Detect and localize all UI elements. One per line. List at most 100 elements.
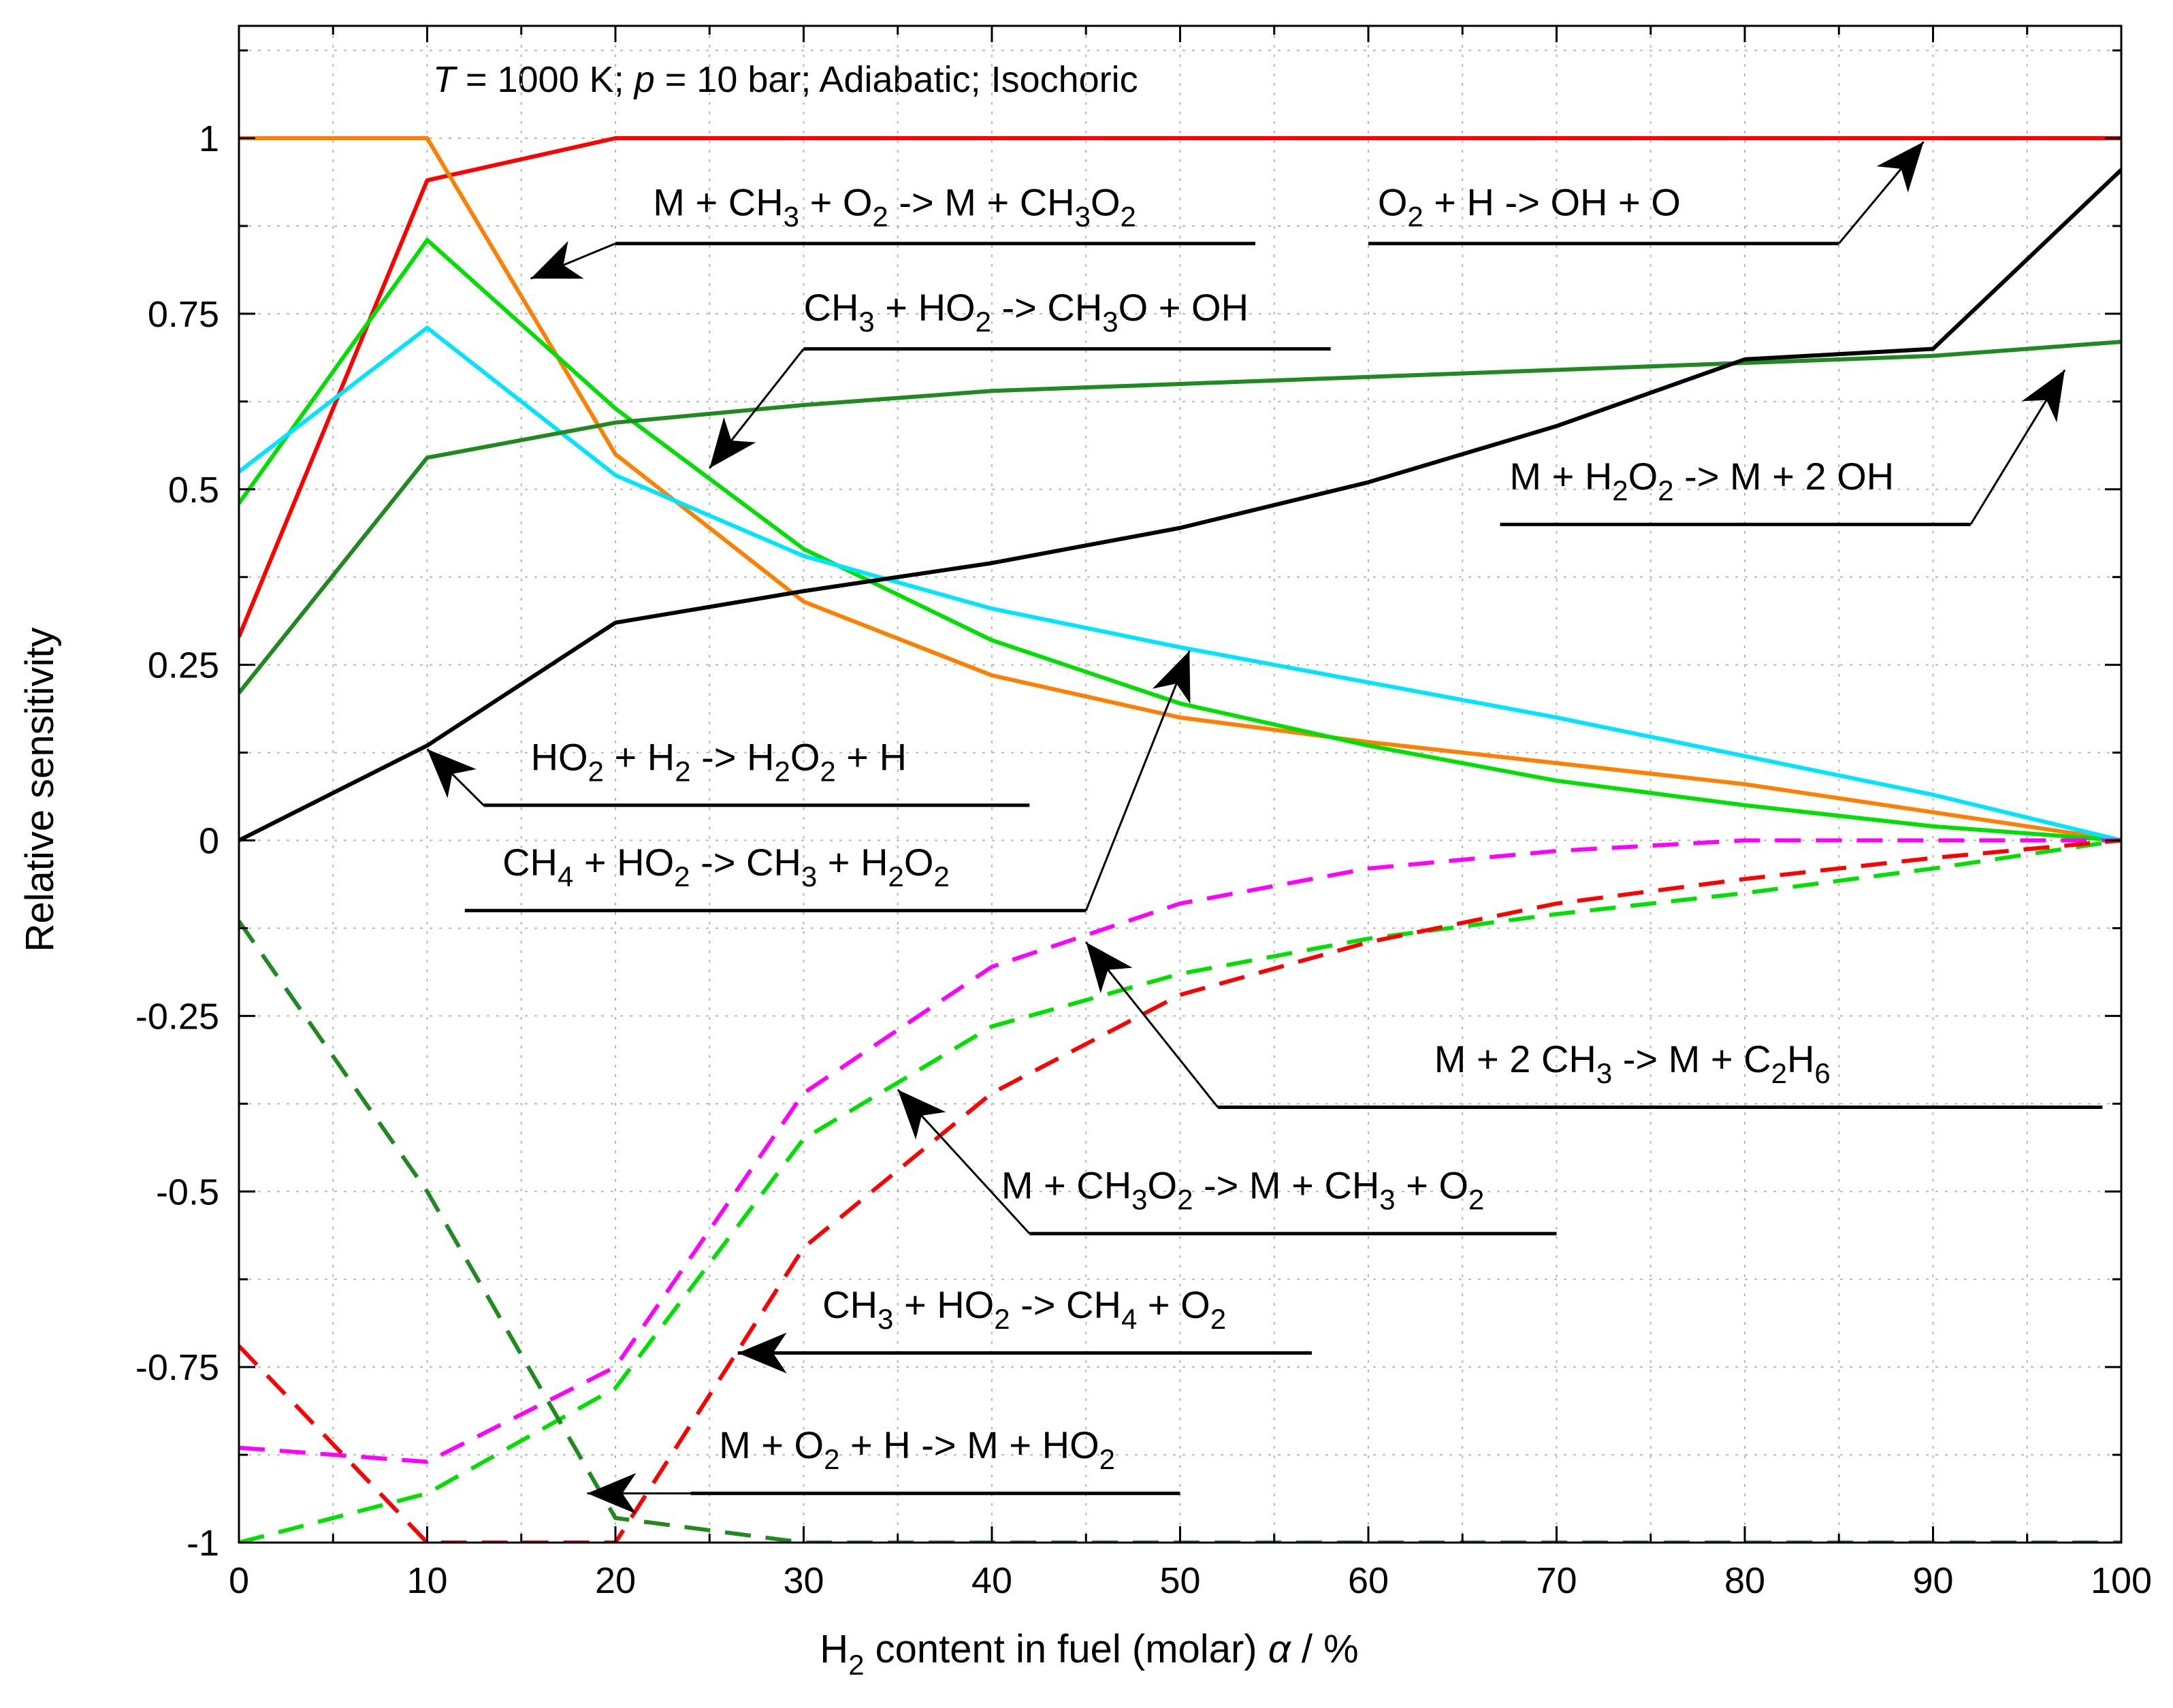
annotation-subscript: 4: [558, 860, 573, 892]
annotation-text: + HO: [875, 286, 976, 329]
annotation-text: O + OH: [1118, 286, 1249, 329]
annotation-text: -> CH: [1010, 1283, 1121, 1326]
annotation-text: M + H: [1509, 455, 1612, 498]
series-line-ch3-ho2-ch3o-oh: [239, 238, 2121, 843]
annotation-text: -> M + 2 OH: [1674, 455, 1895, 498]
annotation-text: O: [1378, 180, 1408, 223]
annotation-subscript: 2: [1658, 474, 1673, 506]
anno-m-ch3-o2: M + CH3 + O2 -> M + CH3O2: [530, 180, 1256, 280]
x-tick-label: 80: [1724, 1560, 1765, 1601]
annotation-text: -> M + C: [1612, 1037, 1771, 1080]
annotation-text: + HO: [573, 841, 674, 884]
annotation-text: O: [790, 735, 820, 778]
anno-ho2-h2: HO2 + H2 -> H2O2 + H: [426, 735, 1030, 807]
x-axis-title: H2 content in fuel (molar) α / %: [820, 1627, 1358, 1681]
arrow-head: [737, 1332, 787, 1374]
arrow-shaft: [1084, 650, 1191, 912]
annotation-subscript: 2: [976, 306, 991, 338]
annotation-text: -> CH: [690, 841, 801, 884]
annotation-text: -> H: [691, 735, 775, 778]
y-tick-label: -0.25: [135, 996, 219, 1037]
annotation-subscript: 2: [675, 755, 690, 787]
annotation-text: + H: [817, 841, 888, 884]
y-tick-label: -0.75: [135, 1347, 219, 1388]
annotation-label: M + O2 + H -> M + HO2: [719, 1423, 1115, 1475]
annotations: M + CH3 + O2 -> M + CH3O2 O2 + H -> OH + …: [426, 141, 2103, 1514]
series-line-ho2-h2-h2o2-h: [239, 168, 2121, 843]
annotation-subscript: 3: [1596, 1057, 1612, 1089]
annotation-text: O: [1148, 1164, 1178, 1207]
arrow-head: [897, 1089, 946, 1140]
arrow-head: [2022, 370, 2065, 423]
annotation-subscript: 3: [878, 1303, 893, 1335]
x-tick-label: 20: [595, 1560, 636, 1601]
annotation-subscript: 3: [801, 860, 817, 892]
annotation-text: + O: [799, 180, 872, 223]
y-tick-label: 0.75: [148, 294, 219, 335]
annotation-subscript: 2: [888, 860, 904, 892]
x-title-post: / %: [1291, 1627, 1359, 1671]
series-line-ch4-ho2-ch3-h2o2: [239, 325, 2121, 843]
y-tick-label: 0: [199, 821, 219, 862]
annotation-text: + HO: [893, 1283, 994, 1326]
arrow-head: [1876, 142, 1924, 193]
annotation-label: M + CH3 + O2 -> M + CH3O2: [653, 180, 1136, 232]
series-line-m-h2o2-m-2-oh: [239, 340, 2121, 694]
condition-label: T = 1000 K; p = 10 bar; Adiabatic; Isoch…: [433, 59, 1138, 100]
anno-m-o2-h: M + O2 + H -> M + HO2: [587, 1423, 1180, 1514]
series-group: [239, 136, 2121, 1543]
annotation-subscript: 3: [784, 200, 799, 232]
annotation-subscript: 2: [774, 755, 790, 787]
annotation-text: O: [904, 841, 934, 884]
anno-ch3-ho2-ch3o: CH3 + HO2 -> CH3O + OH: [709, 286, 1331, 469]
annotation-subscript: 3: [1131, 1184, 1147, 1216]
annotation-subscript: 3: [1102, 306, 1118, 338]
anno-m-ch3o2: M + CH3O2 -> M + CH3 + O2: [897, 1089, 1557, 1236]
anno-o2-h: O2 + H -> OH + O: [1368, 141, 1925, 246]
annotation-subscript: 2: [994, 1303, 1010, 1335]
arrow-head: [530, 241, 584, 279]
condition-p-text: = 10 bar; Adiabatic; Isochoric: [655, 59, 1138, 100]
annotation-subscript: 2: [1177, 1184, 1193, 1216]
x-tick-label: 30: [783, 1560, 824, 1601]
annotation-text: -> M + CH: [888, 180, 1075, 223]
annotation-subscript: 2: [1210, 1303, 1226, 1335]
y-tick-label: 1: [199, 118, 219, 159]
annotation-subscript: 3: [1075, 200, 1091, 232]
annotation-subscript: 6: [1814, 1057, 1830, 1089]
arrow-head: [587, 1472, 637, 1514]
annotation-text: + H -> M + HO: [839, 1423, 1099, 1466]
annotation-label: M + H2O2 -> M + 2 OH: [1509, 455, 1894, 506]
anno-ch3-ho2-ch4: CH3 + HO2 -> CH4 + O2: [737, 1283, 1313, 1374]
annotation-text: + H: [836, 735, 907, 778]
annotation-text: HO: [531, 735, 588, 778]
annotation-label: M + CH3O2 -> M + CH3 + O2: [1001, 1164, 1485, 1216]
x-tick-label: 60: [1348, 1560, 1389, 1601]
annotation-subscript: 3: [1379, 1184, 1395, 1216]
series-line-m-2-ch3-m-c2h6: [239, 838, 2121, 1464]
annotation-text: M + 2 CH: [1434, 1037, 1596, 1080]
annotation-subscript: 2: [1121, 200, 1136, 232]
annotation-label: O2 + H -> OH + O: [1378, 180, 1681, 232]
x-tick-label: 50: [1159, 1560, 1200, 1601]
condition-t-text: = 1000 K;: [455, 59, 634, 100]
x-title-h: H: [820, 1627, 848, 1671]
y-tick-label: -1: [187, 1523, 219, 1564]
x-tick-label: 0: [229, 1560, 249, 1601]
annotation-subscript: 2: [933, 860, 949, 892]
annotation-subscript: 2: [820, 755, 835, 787]
annotation-label: HO2 + H2 -> H2O2 + H: [531, 735, 907, 787]
annotation-text: -> M + CH: [1193, 1164, 1379, 1207]
annotation-subscript: 2: [824, 1443, 839, 1475]
y-tick-label: 0.25: [148, 645, 219, 686]
annotation-subscript: 4: [1121, 1303, 1137, 1335]
x-tick-label: 90: [1912, 1560, 1953, 1601]
annotation-text: + O: [1137, 1283, 1210, 1326]
y-tick-label: 0.5: [168, 470, 219, 511]
arrow-head: [1086, 942, 1133, 994]
x-tick-label: 10: [406, 1560, 447, 1601]
annotation-label: CH3 + HO2 -> CH4 + O2: [822, 1283, 1226, 1335]
annotation-text: CH: [822, 1283, 878, 1326]
arrow-head: [427, 749, 477, 799]
